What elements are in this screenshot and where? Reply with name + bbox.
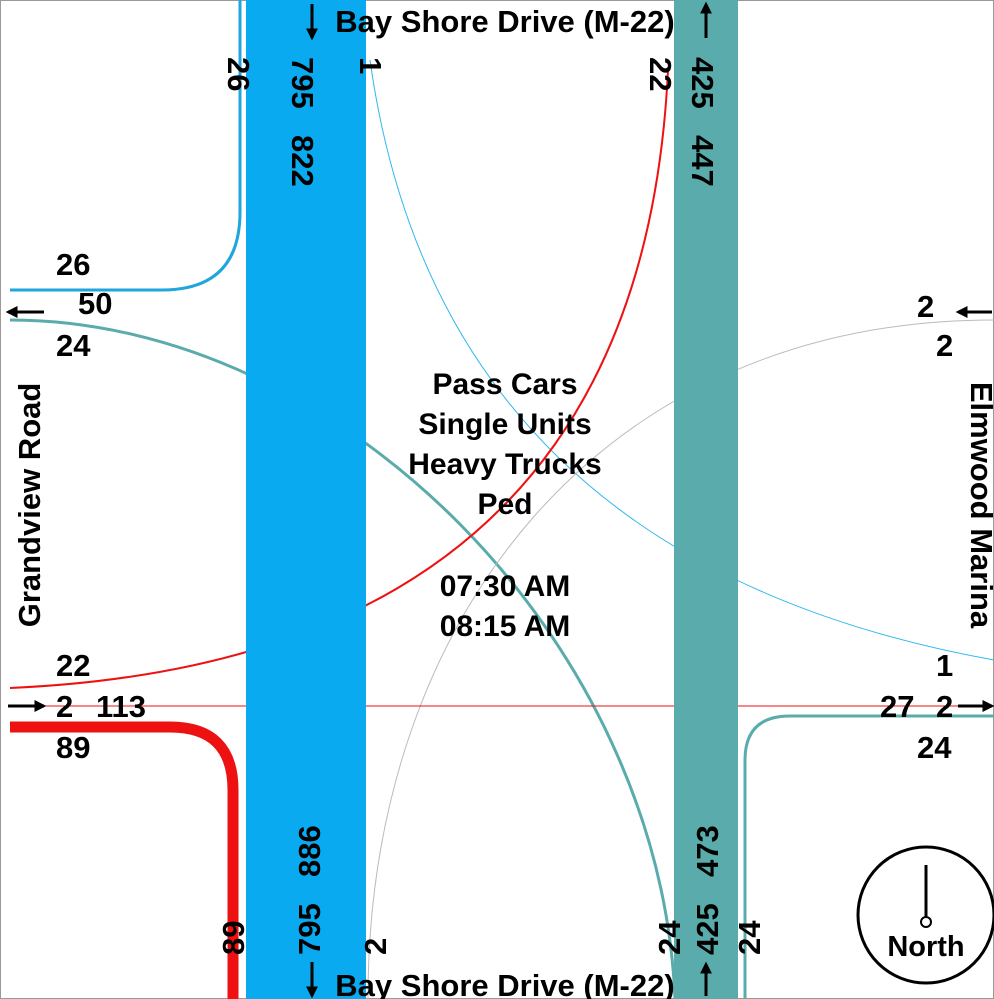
legend-class-ped: Ped [477, 488, 532, 521]
south-right-turn-band [743, 714, 994, 999]
legend-class-heavy-trucks: Heavy Trucks [408, 448, 601, 481]
west-through-count: 2 [56, 689, 73, 724]
compass-label: North [887, 931, 964, 963]
end-time: 08:15 AM [440, 610, 571, 643]
east-right-turn-band [367, 319, 994, 999]
south-total-in-count: 473 [690, 825, 725, 877]
north-right-turn-band [10, 0, 242, 292]
north-through-out-count: 425 [685, 57, 720, 109]
north-left-turn-count: 1 [353, 57, 388, 74]
west-total-in-count: 113 [96, 689, 146, 724]
south-road-label: Bay Shore Drive (M-22) [335, 968, 674, 999]
east-from-south-count: 24 [917, 730, 952, 765]
north-road-label: Bay Shore Drive (M-22) [335, 4, 674, 39]
south-left-turn-count: 24 [652, 920, 687, 955]
west-from-east-count: 24 [56, 328, 91, 363]
west-right-turn-count: 89 [56, 730, 90, 765]
north-total-in-count: 822 [285, 135, 320, 187]
east-from-north-count: 1 [936, 648, 953, 683]
south-total-out-count: 886 [292, 825, 327, 877]
north-left-turn-band [369, 59, 994, 661]
legend-class-single-units: Single Units [418, 408, 591, 441]
north-total-out-count: 447 [685, 135, 720, 187]
north-from-west-right-count: 22 [643, 57, 678, 91]
east-right-turn-count: 2 [936, 328, 953, 363]
start-time: 07:30 AM [440, 570, 571, 603]
south-through-count: 425 [690, 903, 725, 955]
north-right-turn-count: 26 [221, 57, 256, 91]
west-left-turn-count: 22 [56, 648, 90, 683]
west-road-label: Grandview Road [12, 383, 47, 628]
south-from-west-count: 89 [216, 921, 251, 955]
north-through-count: 795 [285, 57, 320, 109]
west-total-out-count: 50 [78, 286, 112, 321]
west-left-turn-band [9, 69, 669, 689]
south-from-east-count: 2 [358, 938, 393, 955]
south-through-out-count: 795 [292, 903, 327, 955]
southbound-through-band [246, 0, 366, 999]
east-from-west-count: 2 [936, 689, 953, 724]
west-right-turn-band [10, 721, 239, 999]
north-compass-icon: North [856, 845, 994, 985]
east-road-label: Elmwood Marina [964, 382, 994, 629]
northbound-through-band [674, 0, 738, 999]
east-through-band [9, 318, 677, 999]
east-total-in-count: 2 [917, 289, 934, 324]
west-from-north-count: 26 [56, 247, 90, 282]
legend-class-pass-cars: Pass Cars [432, 368, 577, 401]
east-total-out-count: 27 [880, 689, 914, 724]
south-right-turn-count: 24 [732, 920, 767, 955]
